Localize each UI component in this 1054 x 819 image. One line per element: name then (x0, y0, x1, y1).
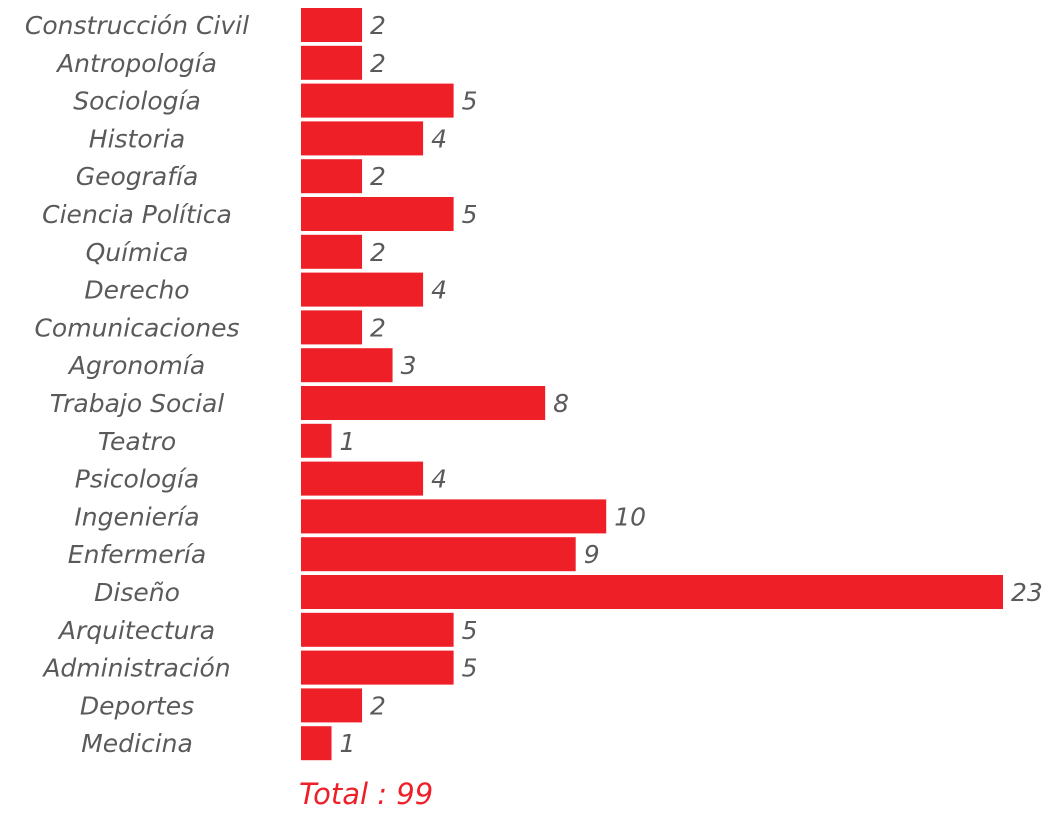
bar (301, 159, 363, 194)
category-label: Geografía (76, 162, 199, 191)
category-label: Historia (89, 124, 185, 153)
category-label: Psicología (75, 465, 199, 494)
data-label: 1 (340, 729, 356, 758)
category-label: Ciencia Política (42, 200, 232, 229)
data-label: 10 (614, 502, 646, 531)
data-label: 2 (370, 162, 386, 191)
category-label: Construcción Civil (25, 11, 249, 40)
bar (301, 650, 454, 685)
bar (301, 234, 363, 269)
category-label: Diseño (94, 578, 180, 607)
bar (301, 197, 454, 231)
category-label: Derecho (84, 276, 189, 305)
total-label: Total : 99 (299, 777, 434, 811)
data-label: 5 (462, 87, 478, 116)
data-label: 2 (370, 49, 386, 78)
bar (301, 688, 363, 723)
data-label: 4 (431, 276, 447, 305)
category-label: Trabajo Social (50, 389, 224, 418)
category-label: Enfermería (68, 540, 206, 569)
bar (301, 310, 363, 345)
category-label: Sociología (73, 87, 201, 116)
category-label: Medicina (81, 729, 193, 758)
category-label: Deportes (80, 691, 194, 720)
data-label: 3 (401, 351, 417, 380)
category-label: Comunicaciones (34, 313, 239, 342)
data-label: 8 (553, 389, 569, 418)
bar (301, 575, 1003, 609)
data-label: 5 (462, 654, 478, 683)
bar (301, 272, 424, 307)
data-label: 9 (584, 540, 600, 569)
category-label: Antropología (55, 49, 217, 78)
data-label: 1 (340, 427, 356, 456)
bar (301, 537, 576, 572)
bar (301, 8, 363, 42)
category-label: Arquitectura (57, 616, 215, 645)
bar (301, 83, 454, 118)
bar (301, 499, 607, 534)
data-label: 23 (1011, 578, 1043, 607)
bar (301, 612, 454, 647)
category-label: Teatro (98, 427, 176, 456)
bar (301, 45, 363, 80)
data-label: 4 (431, 124, 447, 153)
data-label: 2 (370, 313, 386, 342)
bar (301, 348, 393, 383)
bar (301, 461, 424, 496)
bar (301, 121, 424, 156)
bar (301, 726, 332, 761)
bar (301, 423, 332, 458)
category-label: Agronomía (67, 351, 205, 380)
category-label: Ingeniería (74, 502, 199, 531)
data-label: 5 (462, 200, 478, 229)
bar (301, 386, 546, 420)
data-label: 4 (431, 465, 447, 494)
category-label: Química (86, 238, 189, 267)
data-label: 5 (462, 616, 478, 645)
data-label: 2 (370, 238, 386, 267)
data-label: 2 (370, 691, 386, 720)
data-label: 2 (370, 11, 386, 40)
category-label: Administración (41, 654, 230, 683)
